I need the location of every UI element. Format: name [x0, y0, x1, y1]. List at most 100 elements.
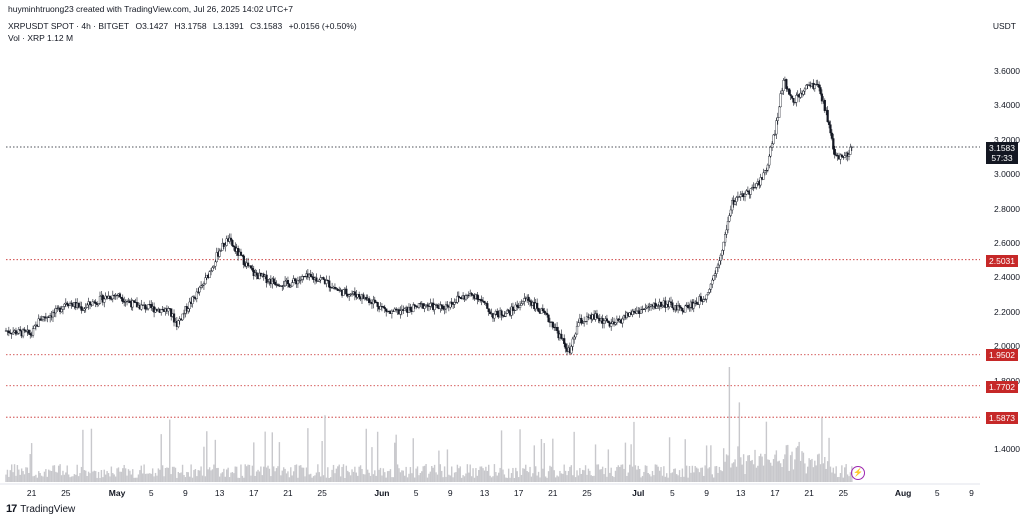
volume-bar — [177, 471, 180, 482]
volume-bar — [634, 465, 637, 482]
volume-bar — [217, 467, 219, 482]
volume-bar — [510, 473, 513, 482]
volume-bar — [704, 465, 706, 482]
volume-bar — [95, 471, 97, 482]
candle-body — [714, 273, 717, 276]
volume-bar — [601, 466, 604, 482]
candle-body — [779, 93, 782, 108]
alert-bolt-icon[interactable]: ⚡ — [851, 466, 865, 480]
candle-body — [429, 303, 432, 307]
candle-body — [709, 283, 712, 290]
volume-bar — [560, 473, 563, 482]
volume-bar — [428, 473, 430, 482]
candle-body — [399, 310, 402, 315]
candle-body — [426, 304, 429, 307]
volume-bar — [46, 476, 48, 482]
volume-bar — [16, 465, 19, 482]
volume-bar — [281, 470, 283, 482]
candle-body — [88, 301, 92, 305]
volume-bar — [760, 453, 762, 482]
volume-legend[interactable]: Vol · XRP 1.12 M — [8, 33, 74, 43]
volume-bar — [339, 476, 342, 482]
volume-bar — [814, 460, 816, 482]
volume-bar — [241, 475, 244, 482]
volume-bar — [724, 461, 726, 482]
volume-bar — [317, 464, 319, 482]
candle-body — [43, 316, 46, 318]
volume-bar — [661, 475, 664, 482]
volume-bar — [77, 476, 80, 482]
candle-body — [788, 88, 791, 95]
candle-body — [655, 306, 658, 309]
x-tick-label: 5 — [413, 488, 419, 498]
candle-body — [84, 307, 87, 309]
volume-bar — [431, 466, 433, 482]
volume-bar — [496, 475, 498, 482]
volume-bar — [583, 470, 585, 482]
volume-bar — [516, 471, 518, 482]
volume-bar — [495, 472, 497, 482]
volume-bar — [718, 466, 721, 482]
volume-bar — [322, 475, 325, 482]
volume-bar — [436, 474, 439, 482]
volume-bar — [401, 470, 403, 482]
candle-body — [547, 314, 550, 323]
volume-bar — [725, 454, 728, 482]
volume-bar — [32, 476, 34, 482]
volume-bar — [734, 459, 736, 482]
currency-label[interactable]: USDT — [992, 21, 1016, 31]
volume-bar — [399, 472, 402, 482]
candle-body — [823, 100, 826, 111]
candle-body — [471, 294, 475, 296]
volume-bar — [166, 467, 168, 482]
x-tick-label: 25 — [582, 488, 592, 498]
volume-bar — [374, 470, 376, 482]
volume-bar — [765, 421, 768, 482]
volume-bar — [386, 471, 389, 482]
candle-body — [187, 308, 190, 312]
volume-bar — [142, 473, 144, 482]
candle-body — [362, 294, 365, 299]
candle-body — [716, 264, 720, 268]
candle-body — [745, 190, 748, 195]
candle-body — [83, 308, 86, 311]
candle-body — [581, 322, 584, 324]
candle-body — [191, 296, 194, 304]
volume-bar — [653, 475, 655, 482]
candle-body — [115, 295, 119, 297]
volume-bar — [40, 475, 43, 482]
volume-bar — [627, 472, 629, 482]
candle-body — [573, 336, 576, 340]
volume-bar — [671, 472, 674, 482]
candle-body — [241, 254, 244, 257]
symbol-label[interactable]: XRPUSDT SPOT · 4h · BITGET — [8, 21, 130, 31]
volume-bar — [619, 466, 621, 482]
volume-bar — [305, 467, 308, 482]
candle-body — [413, 304, 416, 306]
volume-bar — [815, 465, 817, 482]
candle-body — [555, 327, 559, 331]
volume-bar — [100, 470, 103, 482]
candle-body — [699, 296, 703, 301]
candle-body — [772, 134, 775, 144]
volume-bar — [352, 471, 355, 482]
volume-bar — [673, 468, 675, 482]
volume-bar — [18, 469, 20, 482]
x-tick-label: 17 — [513, 488, 524, 498]
candle-body — [507, 309, 510, 312]
candle-body — [403, 308, 406, 311]
footer: 17 TradingView — [6, 503, 75, 515]
volume-bar — [251, 465, 254, 482]
volume-bar — [196, 476, 198, 482]
volume-bar — [181, 464, 184, 482]
candle-body — [570, 346, 573, 354]
volume-bar — [408, 473, 410, 482]
volume-bar — [460, 477, 463, 482]
volume-bar — [478, 470, 480, 482]
volume-bar — [523, 468, 526, 482]
candle-body — [9, 332, 12, 334]
volume-bar — [633, 421, 635, 482]
volume-bar — [713, 477, 715, 482]
volume-bar — [664, 476, 667, 482]
